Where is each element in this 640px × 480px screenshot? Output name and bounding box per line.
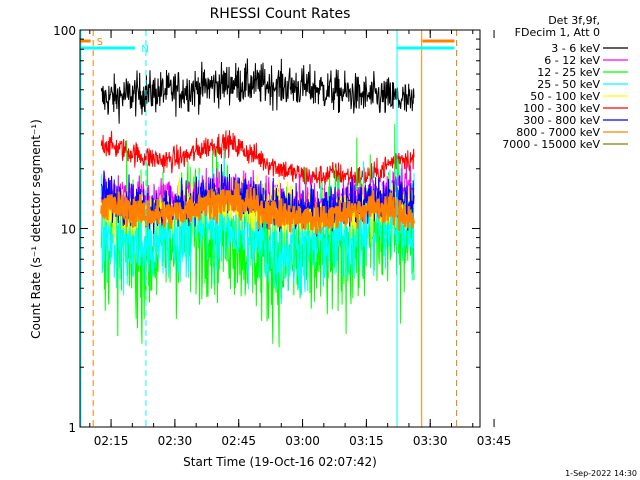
y-tick-label: 10 — [61, 223, 76, 237]
x-tick-label: 02:30 — [158, 434, 193, 448]
footer-date: 1-Sep-2022 14:30 — [565, 469, 637, 478]
legend-label: 300 - 800 keV — [523, 114, 600, 127]
series-line — [100, 130, 415, 189]
x-tick-label: 03:00 — [285, 434, 320, 448]
x-tick-label: 02:45 — [221, 434, 256, 448]
legend-header: Det 3f,9f, — [548, 14, 600, 27]
y-axis-label: Count Rate (s⁻¹ detector segment⁻¹) — [29, 119, 43, 339]
interval-label-n: N — [141, 44, 148, 55]
chart-title: RHESSI Count Rates — [210, 6, 351, 22]
legend-label: 50 - 100 keV — [530, 90, 600, 103]
legend-label: 800 - 7000 keV — [516, 126, 600, 139]
x-tick-label: 03:30 — [413, 434, 448, 448]
legend-header: FDecim 1, Att 0 — [515, 26, 600, 39]
legend-label: 100 - 300 keV — [523, 102, 600, 115]
legend-label: 3 - 6 keV — [551, 42, 600, 55]
x-tick-label: 03:45 — [477, 434, 512, 448]
y-tick-label: 1 — [68, 421, 76, 435]
series-800-7000-kev — [100, 180, 416, 235]
x-tick-label: 03:15 — [349, 434, 384, 448]
axes: 02:15 02:30 02:45 03:00 03:15 03:30 03:45 1 10 10… — [53, 24, 511, 448]
interval-markers: NS — [80, 30, 458, 427]
series-layer — [100, 58, 416, 348]
interval-label-s: S — [97, 37, 103, 48]
series-3-6-kev — [100, 58, 415, 124]
legend-label: 12 - 25 keV — [537, 66, 600, 79]
series-line — [100, 180, 416, 235]
series-100-300-kev — [100, 130, 415, 189]
legend-label: 25 - 50 keV — [537, 78, 600, 91]
y-tick-label: 100 — [53, 24, 76, 38]
legend-label: 6 - 12 keV — [544, 54, 600, 67]
x-axis-label: Start Time (19-Oct-16 02:07:42) — [183, 455, 377, 469]
legend-label: 7000 - 15000 keV — [502, 138, 600, 151]
series-line — [100, 58, 415, 124]
x-tick-label: 02:15 — [94, 434, 129, 448]
